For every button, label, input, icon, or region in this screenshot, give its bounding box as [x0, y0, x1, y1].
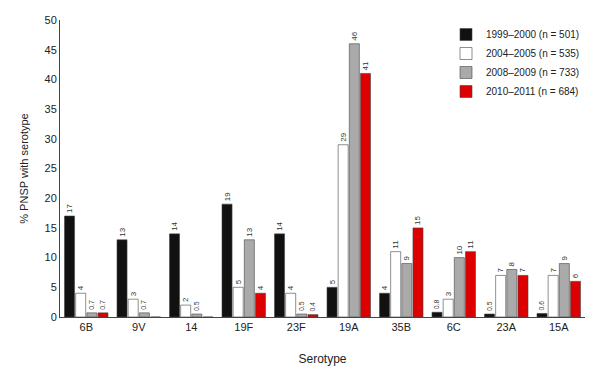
svg-text:10: 10 — [455, 245, 464, 254]
svg-text:10: 10 — [45, 251, 57, 263]
svg-text:17: 17 — [65, 204, 74, 213]
svg-text:14: 14 — [275, 221, 284, 230]
svg-text:4: 4 — [256, 285, 265, 290]
svg-text:Serotype: Serotype — [298, 352, 346, 366]
svg-text:6C: 6C — [447, 321, 461, 333]
svg-text:0.5: 0.5 — [486, 301, 493, 311]
svg-text:19F: 19F — [234, 321, 253, 333]
svg-text:19A: 19A — [339, 321, 359, 333]
svg-text:41: 41 — [361, 61, 370, 70]
svg-text:9V: 9V — [132, 321, 146, 333]
svg-text:3: 3 — [444, 291, 453, 296]
svg-text:0.7: 0.7 — [140, 300, 147, 310]
svg-text:50: 50 — [45, 14, 57, 26]
svg-text:14: 14 — [170, 221, 179, 230]
svg-text:5: 5 — [234, 279, 243, 284]
svg-text:7: 7 — [549, 267, 558, 272]
svg-text:11: 11 — [391, 240, 400, 249]
svg-text:0.4: 0.4 — [309, 302, 316, 312]
svg-text:45: 45 — [45, 44, 57, 56]
svg-text:1999–2000 (n = 501): 1999–2000 (n = 501) — [486, 29, 579, 40]
svg-text:20: 20 — [45, 192, 57, 204]
svg-text:9: 9 — [402, 256, 411, 261]
svg-text:30: 30 — [45, 133, 57, 145]
svg-text:5: 5 — [328, 279, 337, 284]
svg-text:7: 7 — [496, 267, 505, 272]
svg-text:2010–2011 (n = 684): 2010–2011 (n = 684) — [486, 86, 578, 97]
svg-text:40: 40 — [45, 73, 57, 85]
svg-text:0.5: 0.5 — [193, 301, 200, 311]
svg-text:23F: 23F — [287, 321, 306, 333]
svg-text:14: 14 — [185, 321, 197, 333]
svg-text:15: 15 — [45, 222, 57, 234]
svg-text:23A: 23A — [496, 321, 516, 333]
svg-text:4: 4 — [286, 285, 295, 290]
svg-text:3: 3 — [129, 291, 138, 296]
svg-text:2008–2009 (n = 733): 2008–2009 (n = 733) — [486, 67, 579, 78]
svg-text:0.8: 0.8 — [433, 300, 440, 310]
svg-text:6: 6 — [571, 273, 580, 278]
svg-text:46: 46 — [350, 31, 359, 40]
svg-text:5: 5 — [51, 281, 57, 293]
svg-text:19: 19 — [223, 192, 232, 201]
svg-text:13: 13 — [245, 227, 254, 236]
svg-text:% PNSP with serotype: % PNSP with serotype — [18, 113, 30, 223]
svg-text:0: 0 — [51, 311, 57, 323]
svg-text:13: 13 — [118, 227, 127, 236]
svg-text:0.7: 0.7 — [88, 300, 95, 310]
svg-text:4: 4 — [380, 285, 389, 290]
svg-text:2004–2005 (n = 535): 2004–2005 (n = 535) — [486, 48, 579, 59]
svg-text:35: 35 — [45, 103, 57, 115]
svg-text:0.5: 0.5 — [298, 301, 305, 311]
svg-text:2: 2 — [181, 297, 190, 302]
svg-text:6B: 6B — [80, 321, 93, 333]
svg-text:15: 15 — [413, 215, 422, 224]
svg-text:7: 7 — [518, 267, 527, 272]
svg-text:15A: 15A — [549, 321, 569, 333]
svg-text:29: 29 — [339, 132, 348, 141]
svg-text:25: 25 — [45, 162, 57, 174]
svg-text:0.6: 0.6 — [538, 301, 545, 311]
svg-text:4: 4 — [76, 285, 85, 290]
svg-text:8: 8 — [507, 261, 516, 266]
svg-text:35B: 35B — [391, 321, 411, 333]
svg-text:11: 11 — [466, 240, 475, 249]
svg-text:9: 9 — [560, 256, 569, 261]
svg-text:0.7: 0.7 — [99, 300, 106, 310]
